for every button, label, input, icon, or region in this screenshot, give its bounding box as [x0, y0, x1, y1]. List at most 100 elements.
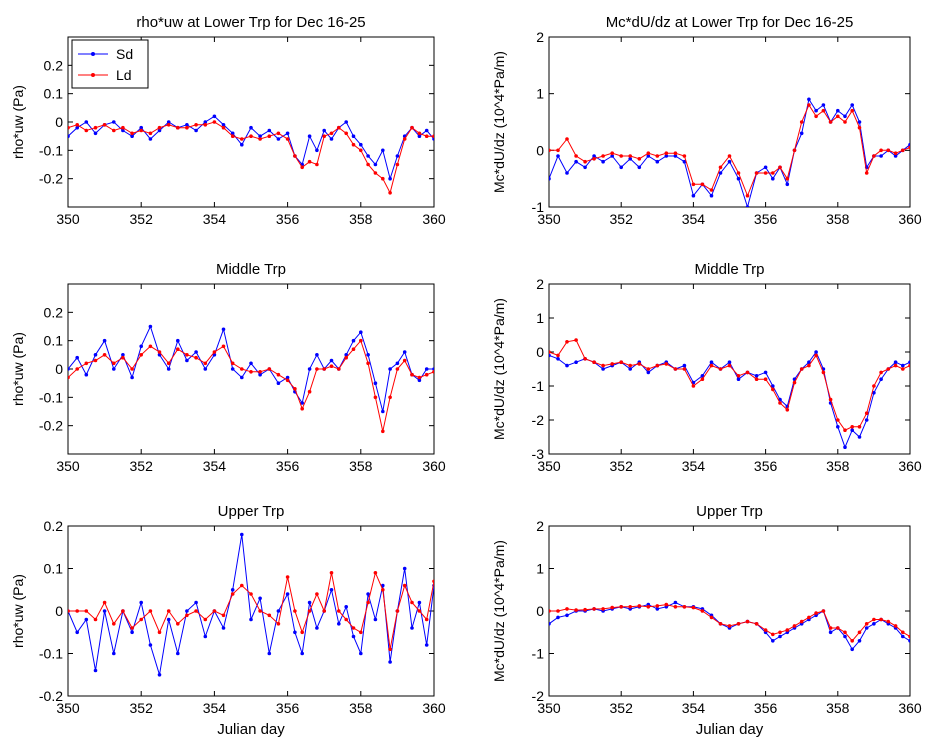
data-point-ld	[402, 358, 407, 363]
data-point-ld	[893, 363, 898, 368]
data-point-sd	[395, 361, 400, 366]
data-point-sd	[194, 350, 198, 354]
chart-title: Upper Trp	[696, 503, 763, 520]
data-point-sd	[402, 566, 407, 571]
data-point-sd	[185, 609, 189, 613]
data-point-ld	[850, 108, 854, 113]
data-point-ld	[293, 609, 297, 613]
data-point-ld	[410, 372, 414, 377]
data-point-ld	[799, 367, 804, 371]
data-point-sd	[300, 401, 305, 405]
data-point-ld	[807, 615, 811, 620]
data-point-ld	[821, 609, 826, 613]
data-point-sd	[267, 651, 272, 656]
data-point-ld	[102, 353, 107, 357]
data-point-sd	[276, 381, 281, 386]
data-point-sd	[901, 634, 905, 639]
data-point-sd	[879, 377, 883, 382]
data-point-ld	[828, 397, 833, 402]
data-point-ld	[285, 378, 290, 383]
data-point-ld	[249, 592, 253, 596]
data-point-sd	[402, 350, 407, 354]
data-point-ld	[718, 622, 723, 626]
data-point-sd	[601, 159, 605, 164]
x-tick-label: 354	[203, 700, 227, 716]
data-point-ld	[185, 613, 189, 618]
data-point-ld	[646, 367, 651, 371]
data-point-ld	[637, 362, 642, 366]
data-point-ld	[814, 353, 818, 358]
data-point-ld	[664, 362, 669, 366]
x-tick-label: 356	[276, 211, 300, 227]
data-point-sd	[864, 418, 869, 422]
data-point-sd	[366, 353, 370, 357]
series-line-sd	[549, 97, 910, 207]
plot-area	[68, 114, 434, 195]
data-point-ld	[709, 188, 714, 192]
data-point-ld	[351, 626, 356, 630]
data-point-sd	[276, 609, 281, 613]
data-point-ld	[886, 367, 891, 371]
data-point-sd	[771, 639, 775, 643]
data-point-ld	[366, 162, 370, 167]
data-point-sd	[637, 165, 642, 170]
legend-box	[71, 39, 149, 89]
data-point-ld	[700, 609, 705, 613]
data-point-sd	[592, 154, 596, 158]
data-point-ld	[619, 360, 623, 365]
data-point-ld	[901, 630, 905, 635]
data-point-ld	[432, 579, 434, 584]
y-tick-label: -0.2	[39, 688, 63, 704]
data-point-sd	[556, 357, 560, 361]
data-point-ld	[93, 125, 98, 130]
data-point-sd	[102, 338, 107, 343]
data-point-ld	[300, 406, 305, 411]
data-point-ld	[276, 131, 281, 136]
legend-label-ld: Ld	[116, 67, 132, 83]
data-point-sd	[879, 154, 883, 158]
data-point-sd	[75, 125, 79, 130]
data-point-ld	[814, 114, 818, 119]
data-point-sd	[864, 626, 869, 630]
data-point-ld	[857, 125, 862, 130]
x-tick-label: 352	[610, 458, 634, 474]
data-point-sd	[139, 125, 143, 130]
data-point-sd	[139, 344, 143, 349]
data-point-ld	[682, 154, 687, 158]
data-point-sd	[807, 97, 811, 102]
y-tick-label: -0.1	[39, 142, 63, 158]
data-point-ld	[417, 375, 422, 380]
data-point-ld	[249, 134, 253, 138]
data-point-ld	[130, 626, 134, 630]
data-point-ld	[864, 171, 869, 175]
data-point-sd	[351, 634, 356, 639]
y-tick-label: 0	[536, 603, 544, 619]
data-point-ld	[388, 191, 392, 195]
data-point-sd	[424, 367, 429, 371]
data-point-ld	[240, 137, 244, 141]
data-point-sd	[718, 171, 723, 175]
data-point-ld	[901, 367, 905, 371]
chart-panel: Mc*dU/dz at Lower Trp for Dec 16-25 350 35…	[491, 14, 922, 227]
y-axis-label: Mc*dU/dz (10^4*Pa/m)	[491, 51, 507, 193]
data-point-ld	[574, 154, 578, 158]
data-point-sd	[857, 435, 862, 439]
data-point-ld	[359, 630, 363, 635]
data-point-sd	[344, 353, 349, 357]
x-tick-label: 358	[349, 700, 373, 716]
data-point-ld	[610, 151, 614, 155]
data-point-ld	[276, 622, 281, 626]
data-point-ld	[121, 355, 125, 360]
data-point-ld	[307, 609, 312, 613]
data-point-sd	[148, 643, 153, 647]
data-point-ld	[424, 617, 429, 622]
data-point-ld	[792, 148, 797, 153]
data-point-sd	[628, 157, 632, 161]
data-point-sd	[424, 128, 429, 133]
data-point-ld	[664, 151, 669, 155]
data-point-sd	[285, 592, 290, 596]
data-point-ld	[628, 605, 632, 609]
data-point-ld	[267, 613, 272, 618]
data-point-ld	[230, 134, 235, 138]
data-point-ld	[628, 154, 632, 158]
